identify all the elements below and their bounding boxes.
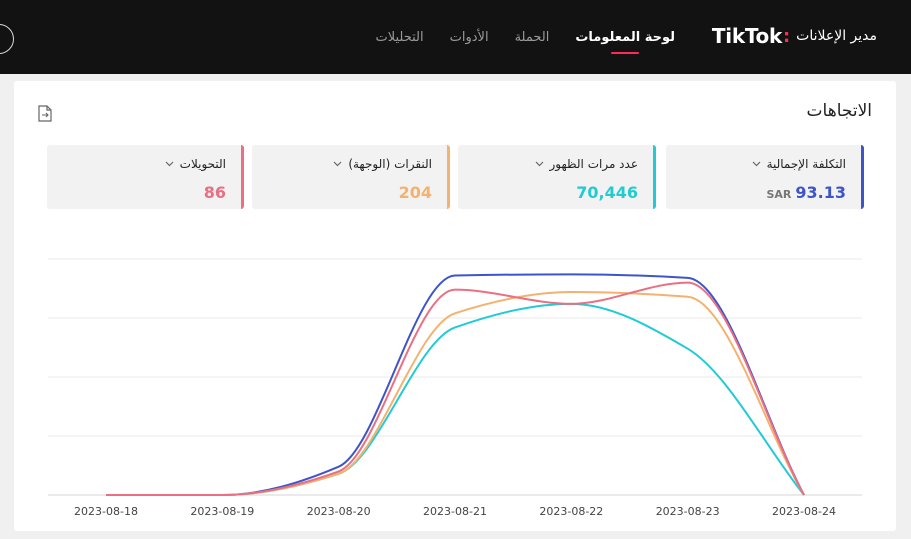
metric-card-total-cost[interactable]: التكلفة الإجمالية 93.13 SAR (666, 145, 864, 209)
metric-card-clicks[interactable]: النقرات (الوجهة) 204 (252, 145, 450, 209)
metric-value: 70,446 (576, 183, 638, 202)
x-tick-label: 2023-08-20 (307, 505, 371, 518)
metric-color-bar (447, 145, 450, 209)
metric-label[interactable]: التكلفة الإجمالية (752, 157, 846, 171)
main-nav: لوحة المعلومات الحملة الأدوات التحليلات (375, 30, 675, 54)
export-file-icon[interactable] (38, 105, 52, 122)
top-navigation-bar: مدير الإعلانات : TikTok لوحة المعلومات ا… (0, 0, 911, 74)
series-line-2 (105, 302, 805, 496)
metric-color-bar (241, 145, 244, 209)
series-line-3 (105, 291, 805, 496)
chevron-down-icon (333, 161, 342, 167)
brand-colon: : (782, 25, 791, 47)
series-line-1 (105, 273, 805, 496)
metric-value: 93.13 SAR (766, 183, 846, 202)
metric-label[interactable]: عدد مرات الظهور (535, 157, 638, 171)
metric-label[interactable]: التحويلات (165, 157, 226, 171)
x-tick-label: 2023-08-19 (190, 505, 254, 518)
metric-unit: SAR (766, 188, 792, 201)
trends-card: الاتجاهات التكلفة الإجمالية 93.13 SAR عد… (14, 81, 896, 531)
x-tick-label: 2023-08-24 (772, 505, 836, 518)
brand-suffix: مدير الإعلانات (796, 28, 877, 44)
brand-name: TikTok (711, 24, 782, 48)
metric-card-conversions[interactable]: التحويلات 86 (47, 145, 244, 209)
x-tick-label: 2023-08-18 (74, 505, 138, 518)
nav-dashboard[interactable]: لوحة المعلومات (575, 30, 675, 54)
x-tick-label: 2023-08-23 (656, 505, 720, 518)
metric-value: 86 (203, 183, 226, 202)
metric-label[interactable]: النقرات (الوجهة) (333, 157, 432, 171)
series-line-4 (105, 281, 805, 496)
metric-color-bar (861, 145, 864, 209)
section-title: الاتجاهات (806, 101, 872, 121)
metric-card-impressions[interactable]: عدد مرات الظهور 70,446 (458, 145, 656, 209)
x-tick-label: 2023-08-22 (539, 505, 603, 518)
trend-line-chart: 2023-08-18 2023-08-19 2023-08-20 2023-08-21… (48, 258, 862, 518)
metric-value: 204 (398, 183, 432, 202)
nav-analytics[interactable]: التحليلات (375, 30, 424, 45)
metric-color-bar (653, 145, 656, 209)
chevron-down-icon (752, 161, 760, 167)
nav-campaign[interactable]: الحملة (514, 30, 550, 45)
nav-tools[interactable]: الأدوات (449, 30, 489, 45)
chevron-down-icon (535, 161, 543, 167)
user-avatar-button[interactable] (0, 24, 14, 54)
chevron-down-icon (165, 161, 174, 167)
x-tick-label: 2023-08-21 (423, 505, 487, 518)
brand-logo[interactable]: مدير الإعلانات : TikTok (712, 24, 877, 48)
